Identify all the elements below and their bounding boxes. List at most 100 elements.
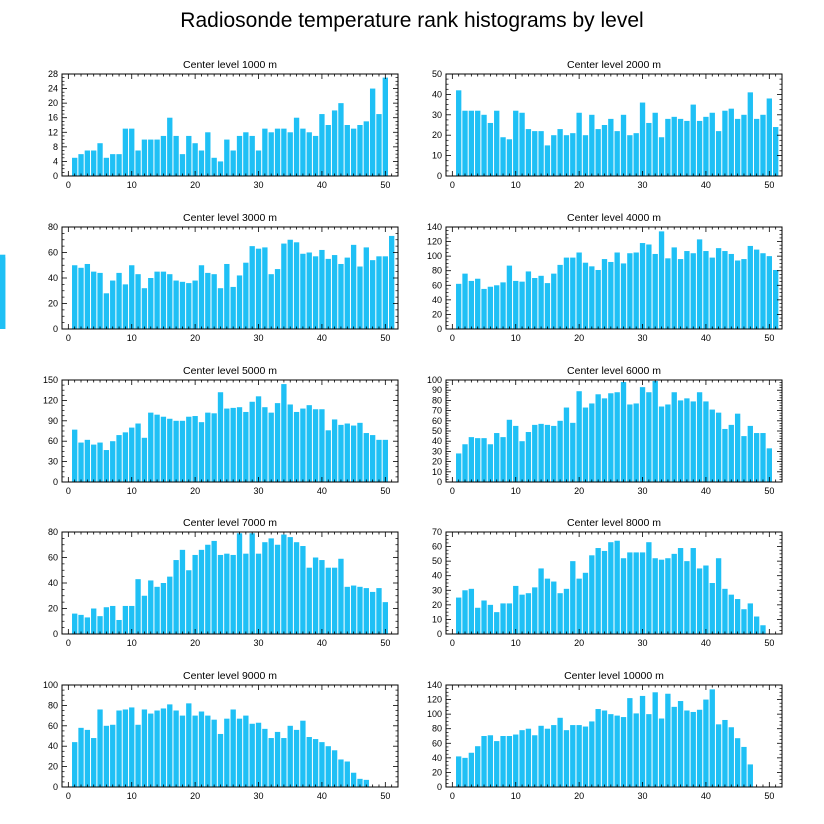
histogram-bar (728, 727, 734, 787)
histogram-bar (268, 274, 274, 329)
histogram-bar (287, 537, 293, 634)
x-tick-label: 50 (764, 638, 774, 648)
y-tick-label: 20 (432, 457, 442, 467)
histogram-bar (110, 154, 116, 176)
y-tick-label: 60 (432, 280, 442, 290)
histogram-bar (595, 129, 601, 176)
histogram-bar (703, 116, 709, 176)
histogram-bar (312, 409, 319, 482)
histogram-bar (122, 128, 129, 176)
histogram-bar (363, 588, 369, 634)
histogram-bar (728, 108, 734, 176)
histogram-bar (211, 719, 217, 787)
histogram-bar (741, 609, 747, 634)
histogram-bar (570, 422, 576, 482)
histogram-bar (154, 414, 160, 482)
x-tick-label: 30 (254, 180, 264, 190)
histogram-bar (274, 128, 281, 176)
histogram-bar (154, 586, 160, 634)
histogram-bar (601, 259, 608, 329)
panel-title: Center level 6000 m (567, 365, 661, 377)
histogram-bar (696, 120, 703, 176)
y-tick-label: 70 (432, 527, 442, 537)
histogram-bar (639, 552, 646, 634)
y-tick-label: 0 (53, 629, 58, 639)
histogram-bar (160, 135, 167, 176)
x-tick-label: 40 (701, 180, 711, 190)
x-tick-label: 30 (638, 180, 648, 190)
histogram-bar (255, 248, 262, 329)
histogram-panel: Center level 8000 m 0 10 20 30 40 50 0 10 20 30 40 5… (432, 517, 783, 648)
histogram-bar (135, 423, 141, 482)
y-tick-label: 80 (432, 395, 442, 405)
y-tick-label: 30 (432, 110, 442, 120)
histogram-bar (684, 710, 690, 787)
histogram-bar (627, 698, 633, 787)
histogram-bar (331, 255, 338, 329)
histogram-bar (350, 585, 357, 634)
histogram-bar (570, 257, 576, 329)
histogram-bar (544, 728, 551, 787)
histogram-bar (198, 422, 205, 482)
histogram-bar (249, 246, 255, 330)
histogram-bar (135, 724, 141, 787)
histogram-bar (627, 253, 633, 329)
histogram-bar (500, 437, 506, 482)
histogram-bar (350, 425, 357, 482)
histogram-bar (268, 538, 274, 635)
histogram-bar (205, 412, 211, 482)
histogram-bar (319, 409, 325, 482)
y-tick-label: 40 (48, 273, 58, 283)
histogram-bar (72, 265, 78, 329)
y-tick-label: 120 (427, 237, 442, 247)
panel-title: Center level 8000 m (567, 517, 661, 529)
y-tick-label: 50 (432, 556, 442, 566)
y-tick-label: 80 (432, 266, 442, 276)
histogram-bar (658, 231, 665, 329)
histogram-bar (255, 722, 262, 787)
histogram-panel: Center level 4000 m 0 10 20 30 40 50 0 20 40 60 80 1… (0, 212, 783, 343)
histogram-bar (475, 607, 481, 634)
histogram-bar (582, 262, 589, 329)
histogram-bar (665, 258, 671, 329)
histogram-bar (462, 444, 468, 482)
x-tick-label: 10 (511, 180, 521, 190)
histogram-bar (97, 709, 103, 787)
histogram-bar (747, 764, 753, 787)
histogram-panel: Center level 2000 m 0 10 20 30 40 50 0 10 20 30 40 5… (432, 59, 783, 190)
x-tick-label: 10 (127, 333, 137, 343)
histogram-bar (544, 145, 551, 176)
histogram-bar (620, 114, 627, 176)
histogram-bar (500, 282, 506, 329)
histogram-bar (148, 412, 154, 482)
y-tick-label: 60 (48, 721, 58, 731)
histogram-bar (633, 403, 639, 482)
x-tick-label: 40 (701, 486, 711, 496)
histogram-bar (766, 98, 772, 176)
histogram-bar (382, 439, 388, 482)
y-tick-label: 80 (48, 222, 58, 232)
histogram-bar (243, 553, 249, 634)
histogram-bar (160, 583, 167, 634)
histogram-bar (281, 384, 287, 482)
histogram-bar (747, 603, 753, 634)
histogram-bar (696, 709, 703, 787)
histogram-bar (570, 725, 576, 787)
histogram-bar (382, 77, 388, 176)
histogram-bar (344, 586, 350, 634)
y-tick-label: 140 (427, 222, 442, 232)
y-tick-label: 12 (48, 127, 58, 137)
histogram-bar (538, 725, 544, 787)
x-tick-label: 40 (317, 180, 327, 190)
histogram-bar (312, 135, 319, 176)
histogram-bar (570, 133, 576, 176)
histogram-bar (363, 779, 369, 787)
histogram-bar (72, 157, 78, 176)
histogram-bar (684, 398, 690, 482)
histogram-bar (205, 132, 211, 176)
histogram-bar (614, 540, 620, 634)
histogram-bar (129, 427, 135, 482)
y-tick-label: 60 (432, 542, 442, 552)
histogram-bar (148, 580, 154, 634)
histogram-bar (160, 271, 167, 330)
